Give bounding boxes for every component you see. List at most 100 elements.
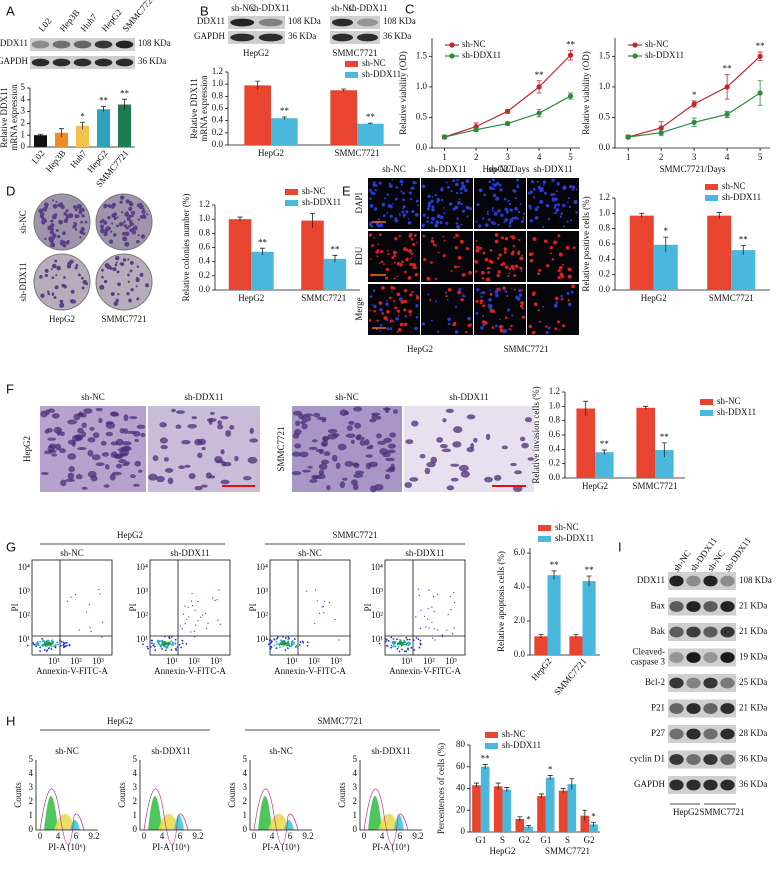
event bbox=[85, 611, 87, 613]
colony bbox=[127, 280, 130, 283]
nucleus bbox=[466, 215, 469, 218]
legend-label: sh-NC bbox=[362, 58, 386, 68]
cell-label: SMMC7721 bbox=[332, 48, 377, 58]
event bbox=[190, 631, 192, 633]
nucleus bbox=[554, 327, 558, 331]
y-tick-label: 1 bbox=[21, 129, 26, 139]
x-tick-label: 0 bbox=[252, 831, 257, 841]
cell-label: SMMC7721 bbox=[276, 426, 286, 471]
nucleus bbox=[409, 248, 412, 251]
event bbox=[41, 640, 44, 643]
nucleus bbox=[368, 319, 372, 322]
nucleus bbox=[464, 330, 468, 334]
event bbox=[78, 629, 80, 631]
cell-label: HepG2 bbox=[22, 436, 32, 462]
row-label: Bax bbox=[651, 601, 666, 611]
event bbox=[70, 596, 72, 598]
cell bbox=[450, 463, 460, 467]
bar bbox=[228, 219, 252, 290]
error-bar bbox=[569, 778, 575, 790]
nucleus bbox=[503, 251, 507, 254]
y-tick-label: 6.0 bbox=[514, 547, 526, 557]
cell bbox=[426, 461, 436, 468]
error-bar bbox=[122, 98, 127, 110]
colony bbox=[119, 195, 125, 200]
nucleus bbox=[374, 189, 377, 192]
cell bbox=[331, 454, 338, 462]
nucleus bbox=[430, 319, 433, 322]
y-tick-label: 1 bbox=[133, 810, 138, 820]
event bbox=[290, 644, 293, 647]
colony bbox=[66, 240, 70, 244]
legend-label: sh-DDX11 bbox=[722, 192, 761, 202]
colony bbox=[113, 301, 119, 306]
nucleus bbox=[383, 197, 386, 200]
x-tick-label: 5 bbox=[758, 152, 763, 162]
colony bbox=[63, 218, 68, 224]
nucleus bbox=[506, 294, 509, 297]
cell bbox=[110, 441, 119, 446]
nucleus bbox=[497, 270, 501, 274]
nucleus bbox=[478, 224, 482, 228]
colony bbox=[50, 219, 54, 223]
colony bbox=[71, 299, 76, 304]
event bbox=[62, 644, 65, 647]
nucleus bbox=[446, 185, 451, 189]
nucleus bbox=[541, 189, 544, 192]
nucleus bbox=[400, 183, 403, 186]
colony bbox=[62, 231, 66, 236]
colony bbox=[38, 208, 44, 214]
row-label: sh-DDX11 bbox=[18, 262, 28, 301]
colony bbox=[130, 288, 134, 292]
colony bbox=[50, 223, 55, 228]
y-tick-label: 80 bbox=[456, 739, 466, 749]
error-bar bbox=[482, 764, 488, 769]
blot-band bbox=[94, 58, 113, 67]
nucleus bbox=[460, 298, 464, 302]
x-tick-label: G2 bbox=[584, 835, 595, 845]
nucleus bbox=[452, 323, 456, 327]
nucleus bbox=[519, 203, 522, 206]
event bbox=[393, 645, 395, 648]
event bbox=[425, 626, 427, 628]
nucleus bbox=[447, 317, 451, 322]
event bbox=[397, 645, 400, 648]
nucleus bbox=[446, 298, 449, 301]
colony bbox=[70, 289, 75, 294]
row-label: Merge bbox=[354, 297, 364, 320]
legend-label: sh-NC bbox=[717, 396, 741, 406]
nucleus bbox=[456, 178, 459, 182]
cell bbox=[103, 484, 110, 488]
colony bbox=[122, 231, 126, 236]
nucleus bbox=[400, 300, 405, 304]
cell bbox=[138, 469, 143, 473]
legend-marker bbox=[632, 42, 638, 48]
event bbox=[410, 646, 413, 649]
nucleus bbox=[501, 236, 504, 240]
nucleus bbox=[491, 207, 494, 210]
bar bbox=[524, 826, 533, 832]
cell bbox=[91, 454, 101, 461]
nucleus bbox=[407, 217, 410, 220]
event bbox=[184, 623, 186, 625]
event bbox=[66, 600, 68, 602]
x-tick-label: 1 bbox=[442, 152, 447, 162]
cell bbox=[87, 449, 94, 457]
nucleus bbox=[504, 265, 509, 269]
nucleus bbox=[421, 184, 426, 189]
colony bbox=[67, 261, 72, 266]
nucleus bbox=[513, 288, 516, 291]
blot-band bbox=[669, 728, 684, 740]
nucleus bbox=[522, 216, 525, 219]
colony bbox=[141, 209, 146, 215]
nucleus bbox=[369, 258, 372, 261]
event bbox=[287, 636, 290, 638]
event bbox=[282, 641, 285, 643]
blot-band bbox=[720, 754, 735, 765]
colony bbox=[114, 263, 118, 267]
cell bbox=[67, 453, 77, 460]
nucleus bbox=[398, 234, 401, 238]
nucleus bbox=[430, 221, 434, 225]
nucleus bbox=[436, 198, 441, 202]
y-axis-label: PI bbox=[248, 603, 258, 611]
